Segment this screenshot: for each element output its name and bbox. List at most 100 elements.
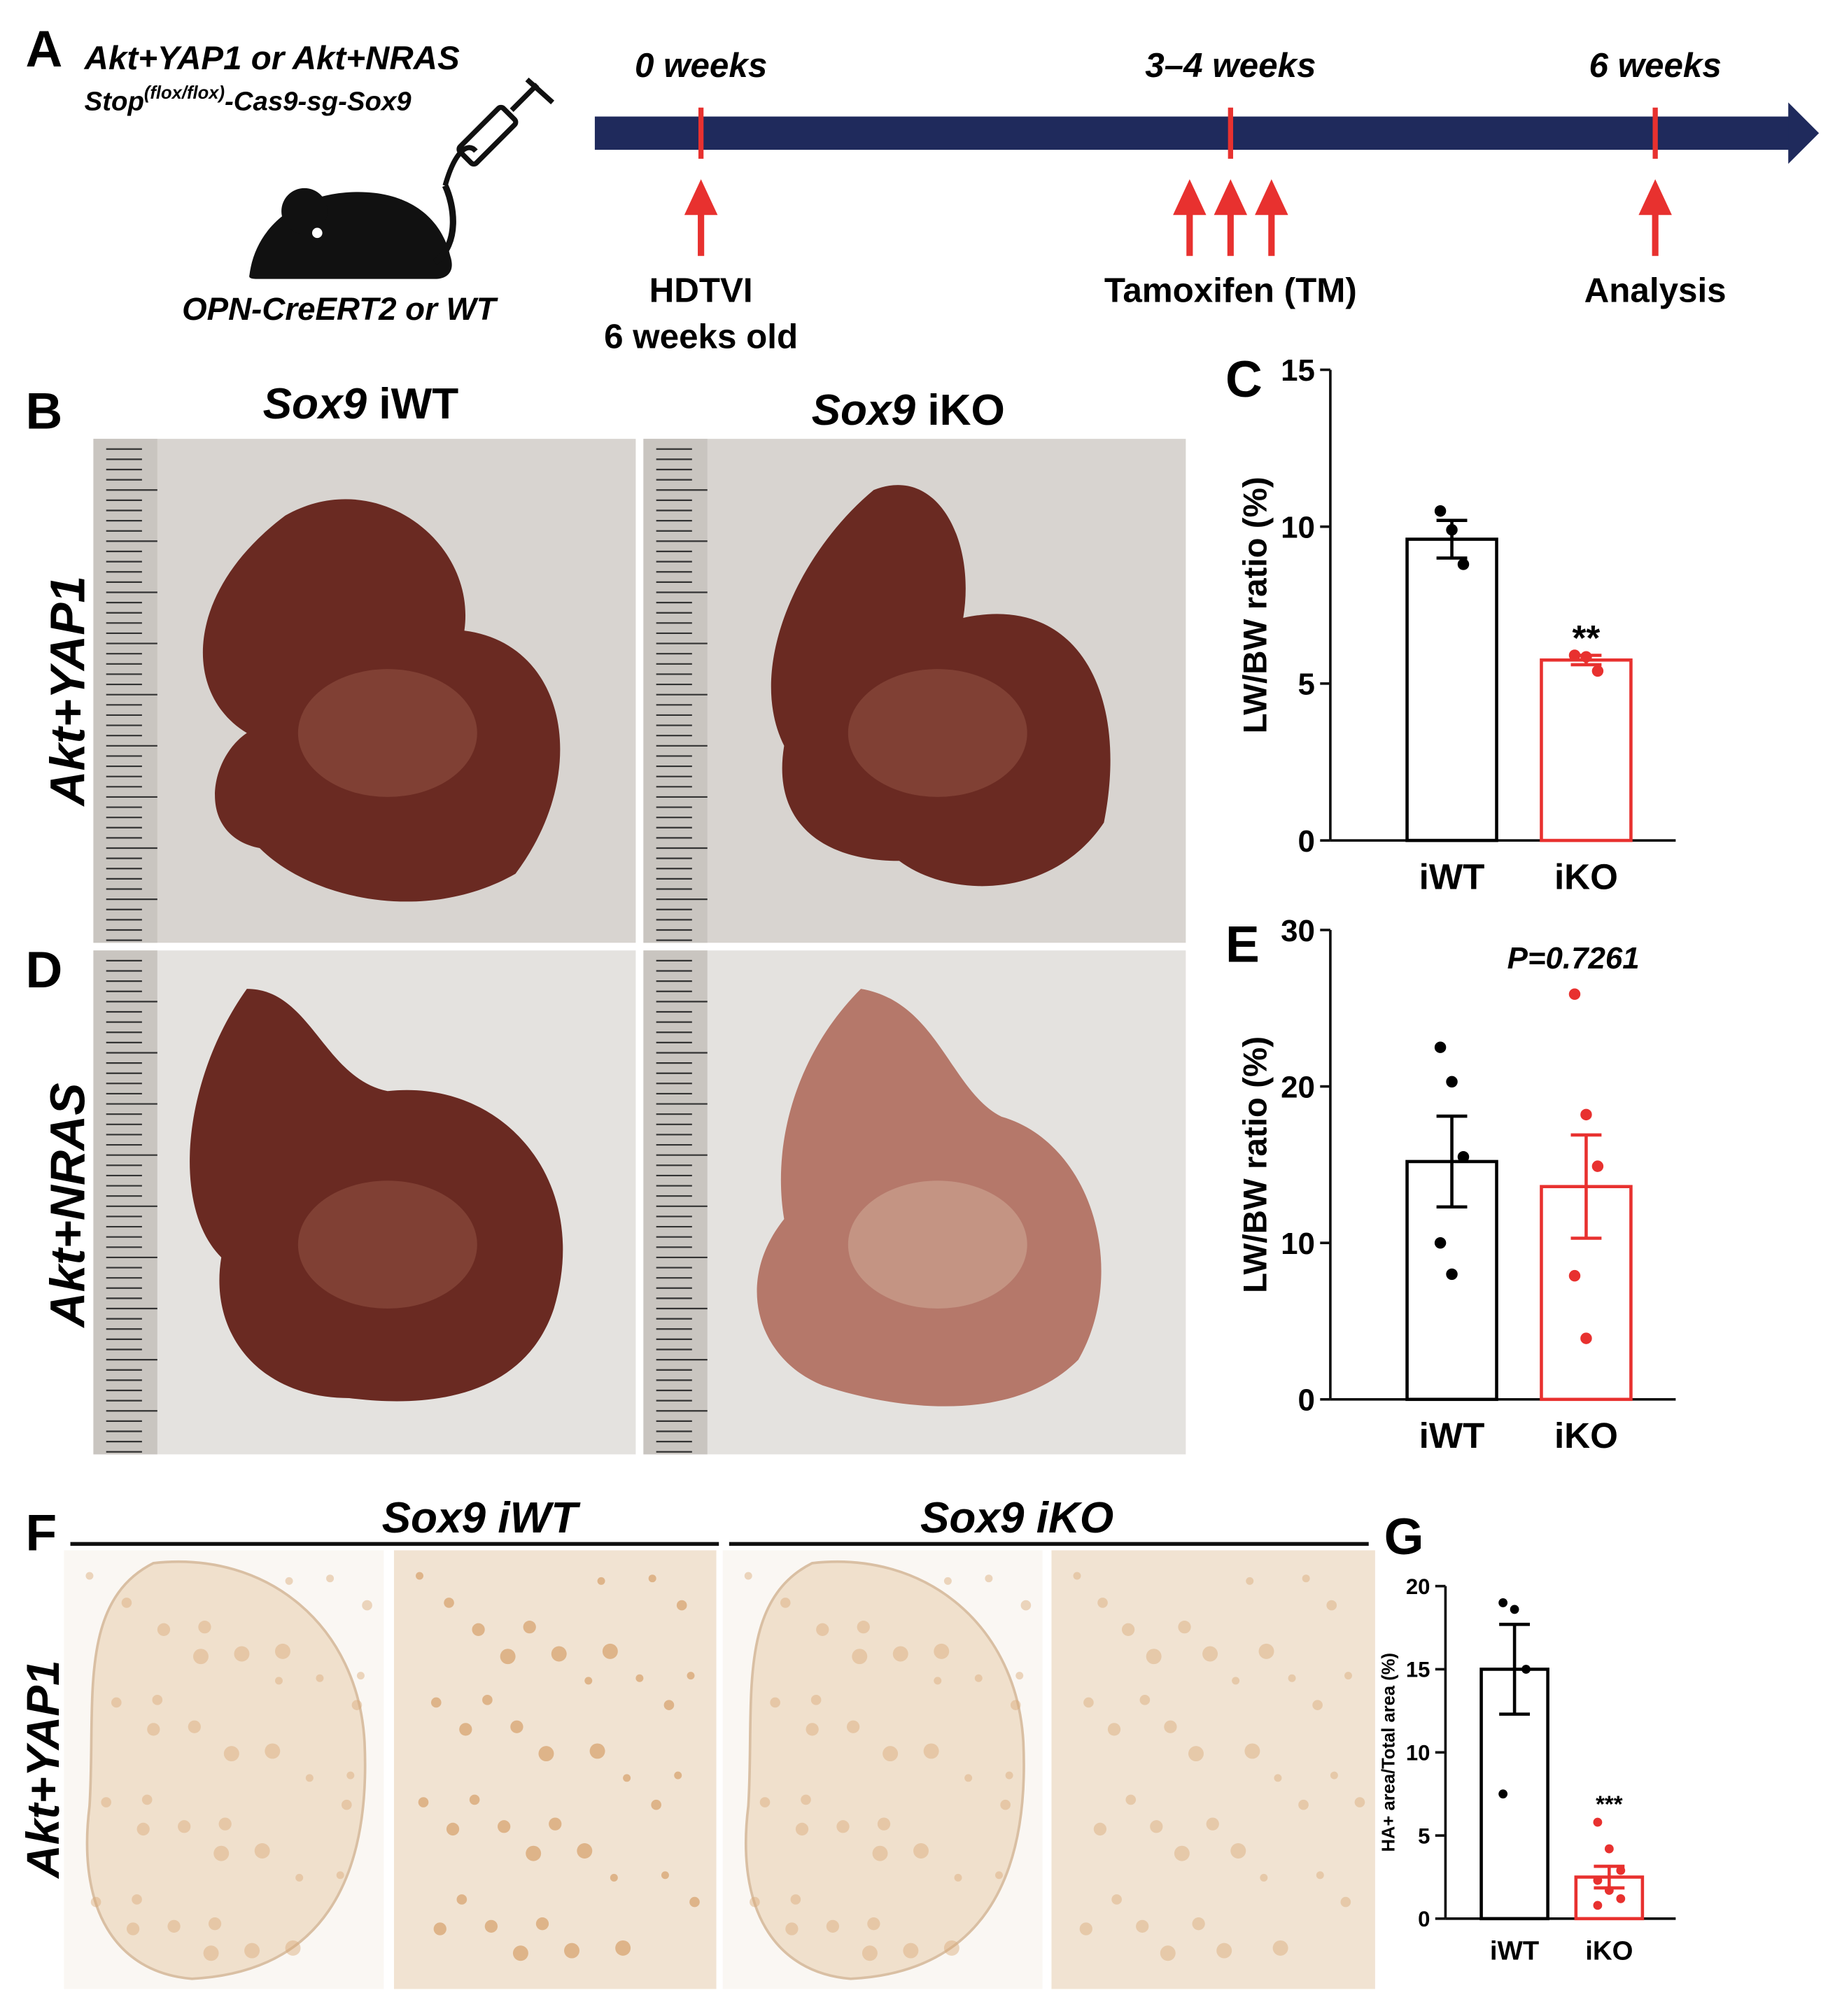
stain-spot (1164, 1720, 1177, 1733)
stain-spot (136, 1822, 150, 1836)
stain-spot (1139, 1695, 1151, 1705)
ruler (93, 439, 157, 943)
panel-label: G (1384, 1509, 1424, 1565)
y-tick-label: 10 (1281, 1227, 1315, 1261)
mouse-eye (311, 227, 323, 239)
stain-spot (446, 1822, 460, 1836)
stain-spot (459, 1723, 472, 1736)
data-point (1604, 1844, 1614, 1854)
column-header: Sox9 iWT (382, 1494, 582, 1542)
data-point (1593, 1875, 1603, 1885)
stain-spot (1206, 1817, 1219, 1831)
stain-spot (810, 1695, 822, 1705)
y-tick-label: 0 (1298, 1383, 1315, 1418)
timepoint-arrow-head (1214, 179, 1248, 216)
stain-spot (1274, 1774, 1282, 1782)
stain-spot (1216, 1943, 1232, 1959)
stain-spot (1178, 1621, 1191, 1634)
stain-spot (1000, 1799, 1011, 1810)
stain-spot (326, 1574, 335, 1583)
stain-spot (362, 1600, 372, 1611)
stain-spot (674, 1771, 682, 1779)
stain-spot (1111, 1894, 1122, 1905)
stain-spot (1202, 1646, 1218, 1662)
stain-spot (750, 1896, 760, 1908)
timepoint-label: 6 weeks (1589, 46, 1721, 85)
stain-spot (469, 1794, 480, 1805)
data-point (1580, 1108, 1592, 1121)
stain-spot (744, 1572, 752, 1580)
event-note: 6 weeks old (604, 317, 798, 355)
stain-spot (213, 1845, 230, 1861)
group-name: iWT (379, 380, 458, 428)
stain-spot (610, 1873, 618, 1882)
column-header: Sox9 iKO (920, 1494, 1113, 1542)
histology-image (393, 1550, 717, 1989)
histology-images (64, 1550, 1375, 1989)
stain-spot (883, 1746, 899, 1762)
stain-spot (995, 1871, 1003, 1880)
gene-name: Sox9 (263, 380, 367, 428)
stain-spot (577, 1843, 593, 1859)
data-point (1446, 1268, 1458, 1281)
data-point (1498, 1598, 1508, 1607)
stain-spot (564, 1943, 579, 1959)
stain-spot (913, 1843, 929, 1859)
x-tick-label: iWT (1419, 857, 1485, 897)
ruler (93, 950, 157, 1455)
timeline-bar (594, 116, 1791, 150)
event-label: Analysis (1584, 272, 1727, 310)
stain-spot (1326, 1600, 1337, 1611)
stain-spot (101, 1797, 112, 1807)
stain-spot (877, 1817, 891, 1831)
timeline-arrowhead (1788, 102, 1820, 164)
y-tick-label: 0 (1418, 1907, 1430, 1931)
mouse-label: OPN-CreERT2 or WT (182, 291, 499, 327)
event-label: HDTVI (649, 272, 753, 310)
x-tick-label: iKO (1554, 857, 1618, 897)
stain-spot (816, 1623, 829, 1636)
stain-spot (1192, 1917, 1205, 1931)
stain-spot (526, 1845, 542, 1861)
gene-name: Sox9 (812, 386, 916, 435)
stain-spot (934, 1677, 942, 1685)
group-name: iKO (927, 386, 1004, 435)
stain-spot (1010, 1700, 1021, 1710)
stain-spot (274, 1643, 290, 1659)
stain-spot (141, 1794, 153, 1805)
panel-label: C (1225, 351, 1263, 408)
liver-highlight (848, 669, 1027, 797)
row-label: Akt+YAP1 (41, 576, 95, 808)
stain-spot (285, 1577, 293, 1585)
stain-spot (484, 1919, 498, 1933)
data-point (1591, 1160, 1604, 1172)
histology-image (722, 1550, 1043, 1989)
stain-spot (356, 1672, 365, 1680)
panel-label: A (26, 21, 63, 78)
stain-spot (178, 1820, 191, 1833)
stain-spot (1146, 1649, 1162, 1665)
data-point (1521, 1665, 1531, 1674)
timepoint-arrow-head (1255, 179, 1288, 216)
y-axis-label: HA+ area/Total area (%) (1379, 1653, 1398, 1852)
y-axis-label: LW/BW ratio (%) (1237, 477, 1274, 733)
stain-spot (295, 1873, 304, 1882)
stain-spot (90, 1896, 101, 1908)
stain-spot (857, 1621, 870, 1634)
stain-spot (285, 1940, 301, 1956)
column-header: Sox9 iWT (263, 380, 459, 428)
stain-spot (1015, 1672, 1024, 1680)
stain-spot (1258, 1643, 1274, 1659)
tissue (745, 1560, 1025, 1980)
stain-spot (549, 1817, 562, 1831)
stain-spot (985, 1574, 993, 1583)
stain-spot (254, 1843, 270, 1859)
data-point (1593, 1817, 1603, 1827)
stain-spot (510, 1720, 523, 1733)
construct-suffix: -Cas9-sg-Sox9 (225, 86, 412, 116)
data-point (1498, 1789, 1508, 1799)
data-point (1580, 651, 1592, 663)
stain-spot (121, 1598, 132, 1608)
stain-spot (152, 1695, 163, 1705)
